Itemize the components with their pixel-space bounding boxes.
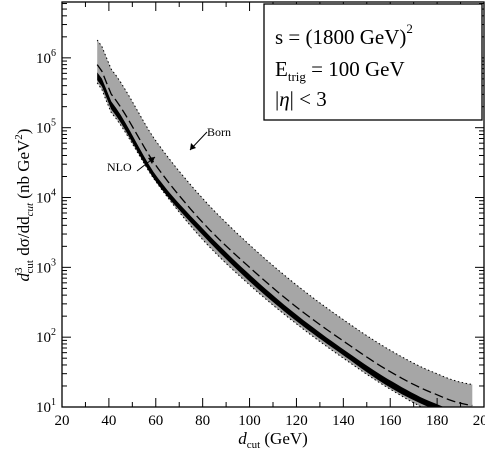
legend: s = (1800 GeV)2 Etrig = 100 GeV |η| < 3	[263, 3, 483, 121]
x-tick-label: 160	[379, 413, 402, 429]
nlo-label: NLO	[107, 160, 132, 174]
y-tick-label: 101	[36, 397, 56, 416]
y-tick-label: 106	[36, 48, 56, 67]
born-arrowhead	[190, 143, 196, 150]
x-tick-label: 60	[148, 413, 163, 429]
legend-line-etrig: Etrig = 100 GeV	[275, 57, 405, 84]
born-annotation: Born	[189, 125, 231, 151]
y-tick-label: 104	[36, 188, 56, 207]
x-tick-label: 180	[426, 413, 449, 429]
nlo-arrowhead	[148, 157, 155, 164]
y-tick-label: 103	[36, 257, 56, 276]
born-label: Born	[207, 125, 231, 139]
y-tick-label: 105	[36, 118, 56, 137]
plot-area	[96, 39, 473, 407]
x-tick-label: 200	[473, 413, 485, 429]
y-tick-label: 102	[36, 327, 56, 346]
x-axis-title: dcut (GeV)	[238, 429, 308, 450]
x-tick-label: 20	[55, 413, 70, 429]
legend-line-energy: s = (1800 GeV)2	[275, 21, 413, 49]
x-tick-label: 120	[285, 413, 308, 429]
born-central-line	[96, 64, 473, 407]
nlo-annotation: NLO	[107, 156, 156, 174]
x-tick-label: 140	[332, 413, 355, 429]
x-tick-label: 80	[195, 413, 210, 429]
legend-line-eta: |η| < 3	[275, 87, 327, 111]
x-tick-label: 100	[238, 413, 261, 429]
legend-box	[263, 3, 483, 121]
y-axis-title: d3cut dσ/ddcut (nb GeV2)	[13, 129, 36, 282]
born-band-lower-edge	[96, 82, 423, 407]
x-tick-label: 40	[101, 413, 116, 429]
